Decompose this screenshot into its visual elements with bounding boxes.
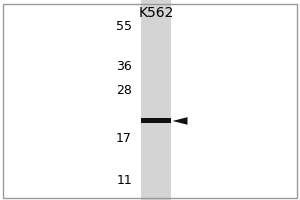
Text: 11: 11 <box>116 174 132 187</box>
Text: 17: 17 <box>116 132 132 145</box>
Polygon shape <box>172 117 188 125</box>
Text: 28: 28 <box>116 84 132 97</box>
Text: 36: 36 <box>116 60 132 73</box>
Text: 55: 55 <box>116 20 132 33</box>
Bar <box>141 118 171 123</box>
Text: K562: K562 <box>138 6 174 20</box>
Bar <box>141 0 171 200</box>
